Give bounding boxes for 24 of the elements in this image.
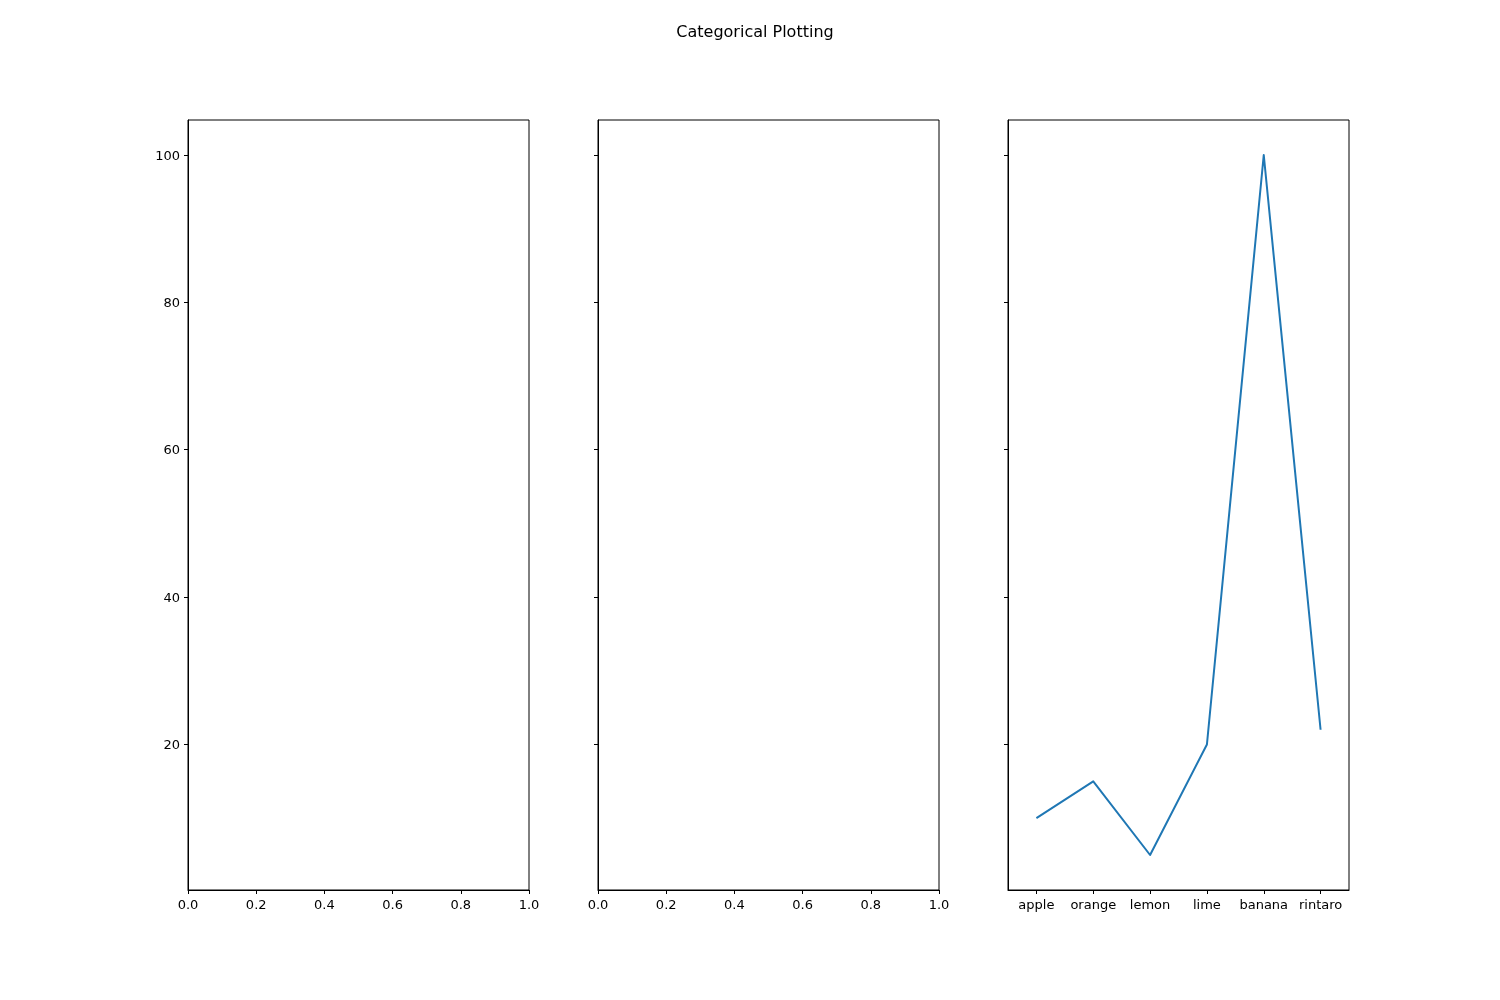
y-tick-label: 80 [163,294,180,310]
y-tick-label: 40 [163,589,180,605]
x-tick-label: 0.6 [792,897,813,912]
x-tick-label: 0.0 [177,897,199,912]
x-tick-label: orange [1070,897,1117,912]
x-tick-label: 0.6 [382,897,403,912]
x-tick-label: 0.4 [724,897,745,912]
x-tick-label: 0.0 [587,897,609,912]
x-tick-label: 0.2 [655,897,677,912]
x-tick-label: 1.0 [518,897,540,912]
x-tick-label: 0.2 [245,897,267,912]
x-tick-label: lime [1192,897,1221,912]
chart-title: Categorical Plotting [676,21,834,41]
x-tick-label: 0.8 [450,897,472,912]
y-tick-label: 100 [155,147,180,163]
x-tick-label: 0.8 [860,897,882,912]
x-tick-label: rintaro [1298,897,1343,912]
y-tick-label: 20 [163,736,180,752]
x-tick-label: lemon [1129,897,1171,912]
x-tick-label: apple [1018,897,1055,912]
y-tick-label: 60 [163,442,180,458]
x-tick-label: banana [1239,897,1289,912]
x-tick-label: 1.0 [928,897,950,912]
x-tick-label: 0.4 [314,897,335,912]
